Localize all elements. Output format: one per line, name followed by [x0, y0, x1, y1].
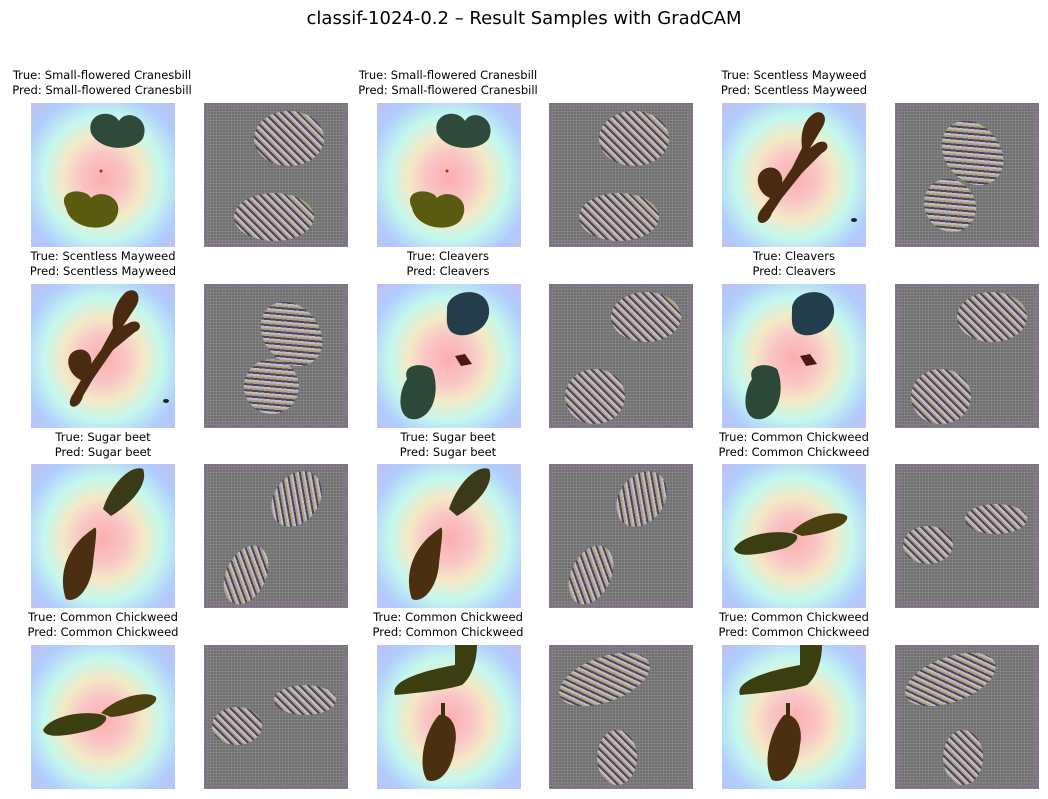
sample-caption: True: Small-flowered Cranesbill Pred: Sm… [0, 68, 212, 98]
guided-backprop-image [549, 645, 693, 789]
true-label: True: Common Chickweed [28, 610, 178, 624]
seedling-overlay [739, 645, 822, 781]
pred-label: Pred: Sugar beet [54, 445, 152, 459]
seedling-overlay [400, 292, 490, 420]
seedling-overlay [745, 292, 835, 420]
gradcam-image [722, 103, 866, 247]
figure-title: classif-1024-0.2 – Result Samples with G… [306, 8, 742, 29]
guided-backprop-image [549, 284, 693, 428]
guided-backprop-image [895, 645, 1039, 789]
gradcam-image [722, 464, 866, 608]
gradcam-image [377, 103, 521, 247]
seedling-overlay [734, 513, 848, 555]
guided-backprop-image [549, 103, 693, 247]
seedling-overlay [63, 113, 145, 228]
sample-caption: True: Scentless Mayweed Pred: Scentless … [0, 249, 213, 279]
true-label: True: Scentless Mayweed [721, 68, 867, 82]
seedling-overlay [63, 468, 145, 600]
pred-label: Pred: Cleavers [752, 264, 836, 278]
gradcam-image [377, 284, 521, 428]
true-label: True: Cleavers [753, 249, 835, 263]
pred-label: Pred: Cleavers [406, 264, 490, 278]
guided-backprop-image [895, 464, 1039, 608]
pred-label: Pred: Small-flowered Cranesbill [358, 83, 538, 97]
true-label: True: Sugar beet [55, 430, 151, 444]
pred-label: Pred: Scentless Mayweed [720, 83, 868, 97]
seedling-overlay [757, 112, 857, 223]
true-label: True: Scentless Mayweed [30, 249, 176, 263]
guided-backprop-image [895, 284, 1039, 428]
true-label: True: Common Chickweed [719, 610, 869, 624]
sample-caption: True: Cleavers Pred: Cleavers [684, 249, 904, 279]
guided-backprop-image [204, 464, 348, 608]
pred-label: Pred: Small-flowered Cranesbill [12, 83, 192, 97]
sample-caption: True: Sugar beet Pred: Sugar beet [338, 430, 558, 460]
sample-caption: True: Small-flowered Cranesbill Pred: Sm… [338, 68, 558, 98]
true-label: True: Sugar beet [400, 430, 496, 444]
pred-label: Pred: Common Chickweed [27, 625, 179, 639]
gradcam-image [31, 645, 175, 789]
guided-backprop-image [204, 103, 348, 247]
pred-label: Pred: Scentless Mayweed [29, 264, 177, 278]
sample-caption: True: Common Chickweed Pred: Common Chic… [338, 610, 558, 640]
sample-caption: True: Common Chickweed Pred: Common Chic… [684, 610, 904, 640]
sample-caption: True: Cleavers Pred: Cleavers [338, 249, 558, 279]
true-label: True: Small-flowered Cranesbill [358, 68, 538, 82]
seedling-overlay [409, 113, 491, 228]
guided-backprop-image [895, 103, 1039, 247]
true-label: True: Cleavers [407, 249, 489, 263]
gradcam-image [377, 645, 521, 789]
sample-caption: True: Sugar beet Pred: Sugar beet [0, 430, 213, 460]
gradcam-image [377, 464, 521, 608]
true-label: True: Small-flowered Cranesbill [12, 68, 192, 82]
gradcam-image [722, 645, 866, 789]
seedling-overlay [394, 645, 477, 781]
guided-backprop-image [204, 645, 348, 789]
guided-backprop-image [549, 464, 693, 608]
guided-backprop-image [204, 284, 348, 428]
gradcam-image [31, 103, 175, 247]
pred-label: Pred: Common Chickweed [718, 445, 870, 459]
true-label: True: Common Chickweed [719, 430, 869, 444]
pred-label: Pred: Sugar beet [399, 445, 497, 459]
sample-caption: True: Common Chickweed Pred: Common Chic… [0, 610, 213, 640]
gradcam-image [31, 464, 175, 608]
seedling-overlay [409, 468, 491, 600]
seedling-overlay [43, 694, 157, 736]
sample-caption: True: Scentless Mayweed Pred: Scentless … [684, 68, 904, 98]
seedling-overlay [68, 290, 169, 407]
true-label: True: Common Chickweed [373, 610, 523, 624]
sample-caption: True: Common Chickweed Pred: Common Chic… [684, 430, 904, 460]
pred-label: Pred: Common Chickweed [718, 625, 870, 639]
pred-label: Pred: Common Chickweed [372, 625, 524, 639]
gradcam-image [31, 284, 175, 428]
gradcam-image [722, 284, 866, 428]
